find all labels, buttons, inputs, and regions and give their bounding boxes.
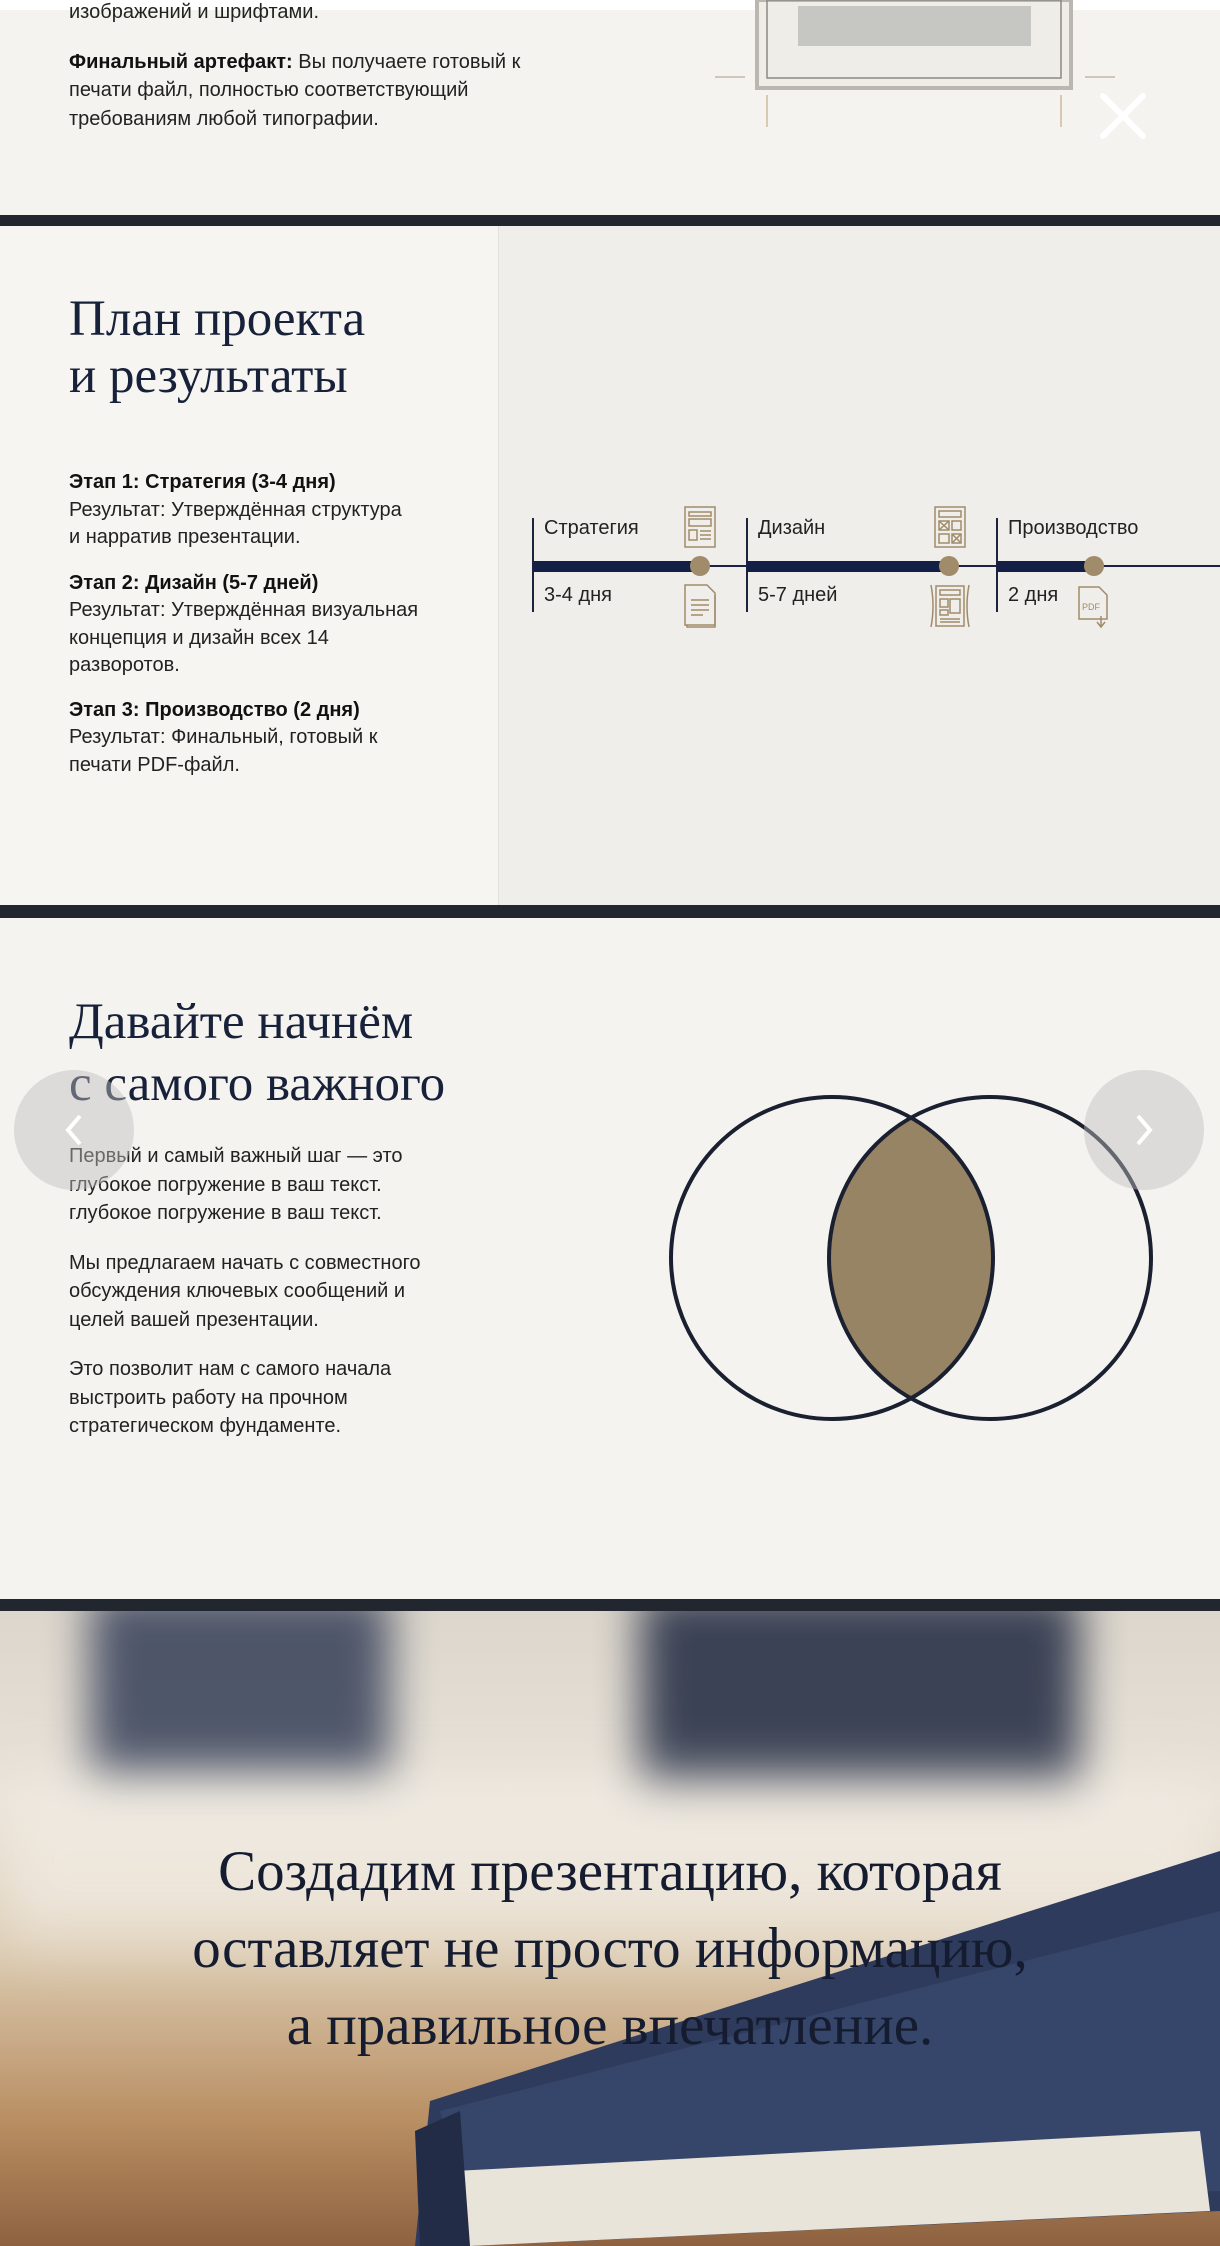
paragraph: Мы предлагаем начать с совместного обсуж… <box>69 1249 529 1335</box>
text-line: обсуждения ключевых сообщений и <box>69 1280 406 1302</box>
timeline-duration: 5-7 дней <box>758 584 838 606</box>
deliverable-slide: изображений и шрифтами. Финальный артефа… <box>0 0 1220 216</box>
next-slide-button[interactable] <box>1084 1070 1204 1190</box>
stage-line: концепция и дизайн всех 14 <box>69 626 329 649</box>
timeline-bar-design <box>747 561 950 572</box>
plan-title: План проекта и результаты <box>69 291 365 405</box>
final-artifact-text: Вы получаете готовый к <box>292 50 521 73</box>
milestone-dot <box>690 556 710 576</box>
venn-circle-left <box>669 1095 995 1421</box>
layout-document-icon <box>684 506 716 548</box>
closing-slide: Создадим презентацию, которая оставляет … <box>0 1611 1220 2246</box>
text-line: Первый и самый важный шаг — это <box>69 1145 403 1167</box>
quote-line: а правильное впечатление. <box>286 1994 934 2057</box>
start-title: Давайте начнём с самого важного <box>69 991 445 1115</box>
deliverable-text: изображений и шрифтами. Финальный артефа… <box>69 0 589 133</box>
timeline-label: Дизайн <box>758 517 826 539</box>
stage-heading: Этап 3: Производство (2 дня) <box>69 698 360 721</box>
title-line: Давайте начнём <box>69 994 414 1050</box>
background-blur-shape <box>0 1781 1220 1941</box>
title-line: с самого важного <box>69 1056 446 1112</box>
paragraph: Это позволит нам с самого начала выстрои… <box>69 1355 529 1441</box>
timeline-bar-strategy <box>533 561 701 572</box>
stages-list: Этап 1: Стратегия (3-4 дня) Результат: У… <box>69 469 489 779</box>
background-blur-shape <box>640 1611 1080 1791</box>
stage-line: печати PDF-файл. <box>69 753 240 776</box>
final-artifact-paragraph: Финальный артефакт: Вы получаете готовый… <box>69 48 589 77</box>
stage-line: Результат: Утверждённая структура <box>69 498 402 521</box>
chevron-left-icon <box>65 1114 82 1146</box>
slide-divider <box>0 215 1220 226</box>
timeline-duration: 3-4 дня <box>544 584 613 606</box>
pdf-text: PDF <box>1082 602 1101 612</box>
milestone-dot <box>939 556 959 576</box>
start-slide: Давайте начнём с самого важного Первый и… <box>0 918 1220 1600</box>
venn-intersection <box>829 1097 993 1419</box>
spread-layout-icon <box>930 584 970 628</box>
slide-divider <box>0 905 1220 918</box>
timeline-label: Производство <box>1008 517 1139 539</box>
milestone-dot <box>1084 556 1104 576</box>
chevron-right-icon <box>1136 1114 1153 1146</box>
text-line: изображений и шрифтами. <box>69 1 320 23</box>
prev-slide-button[interactable] <box>14 1070 134 1190</box>
text-line: печати файл, полностью соответствующий <box>69 79 469 101</box>
print-marks-illustration <box>715 0 1115 127</box>
book-photo <box>415 1851 1220 2246</box>
close-icon[interactable] <box>1097 90 1149 142</box>
text-line: глубокое погружение в ваш текст. <box>69 1173 382 1196</box>
paragraph: Первый и самый важный шаг — это глубокое… <box>69 1142 529 1228</box>
stage-heading: Этап 2: Дизайн (5-7 дней) <box>69 571 319 594</box>
stage-line: и нарратив презентации. <box>69 526 301 548</box>
text-document-icon <box>684 584 716 628</box>
quote-line: Создадим презентацию, которая <box>218 1840 1002 1903</box>
text-line: Это позволит нам с самого начала <box>69 1358 392 1380</box>
background-blur-shape <box>90 1611 390 1781</box>
text-line: выстроить работу на прочном <box>69 1386 348 1409</box>
title-line: План проекта <box>69 291 366 347</box>
stage-line: разворотов. <box>69 654 180 676</box>
venn-circle-right <box>827 1095 1153 1421</box>
stage-line: Результат: Утверждённая визуальная <box>69 599 419 621</box>
start-paragraphs: Первый и самый важный шаг — это глубокое… <box>69 1142 529 1441</box>
timeline-bar-production <box>997 561 1094 572</box>
plan-left-panel <box>0 226 499 906</box>
pdf-download-icon: PDF <box>1078 586 1108 629</box>
stage-heading: Этап 1: Стратегия (3-4 дня) <box>69 471 336 493</box>
slide-divider <box>0 1599 1220 1611</box>
timeline-label: Стратегия <box>544 517 639 539</box>
final-artifact-label: Финальный артефакт: <box>69 50 293 73</box>
stage-item: Этап 1: Стратегия (3-4 дня) Результат: У… <box>69 469 489 552</box>
text-line: стратегическом фундаменте. <box>69 1415 342 1437</box>
text-line: Мы предлагаем начать с совместного <box>69 1251 421 1274</box>
quote-line: оставляет не просто информацию, <box>192 1917 1028 1980</box>
text-line: требованиям любой типографии. <box>69 107 379 130</box>
closing-quote: Создадим презентацию, которая оставляет … <box>0 1833 1220 2064</box>
grid-layout-icon <box>934 506 966 548</box>
stage-line: Результат: Финальный, готовый к <box>69 726 378 748</box>
stage-item: Этап 2: Дизайн (5-7 дней) Результат: Утв… <box>69 570 489 680</box>
title-line: и результаты <box>69 348 348 404</box>
text-line: целей вашей презентации. <box>69 1308 319 1331</box>
stage-item: Этап 3: Производство (2 дня) Результат: … <box>69 697 489 780</box>
timeline-duration: 2 дня <box>1008 584 1059 606</box>
plan-slide: План проекта и результаты Этап 1: Страте… <box>0 226 1220 906</box>
venn-diagram <box>669 1095 1153 1421</box>
text-line: глубокое погружение в ваш текст. <box>69 1202 382 1224</box>
